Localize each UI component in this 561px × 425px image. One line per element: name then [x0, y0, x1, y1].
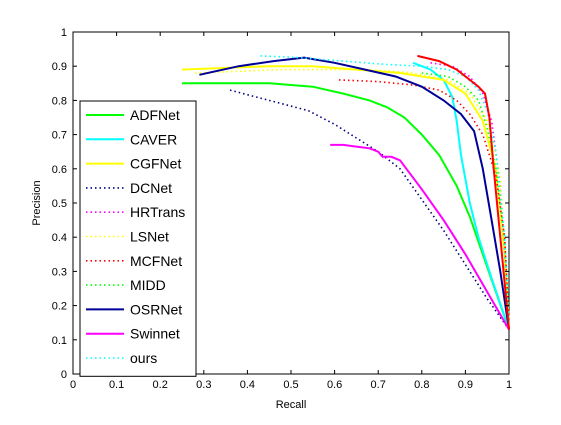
series-line-cgfnet	[181, 65, 510, 330]
series-line-lsnet	[195, 68, 510, 323]
y-tick-label: 0.4	[52, 232, 67, 244]
x-tick-label: 0.7	[371, 379, 386, 391]
x-tick-label: 0.8	[414, 379, 429, 391]
y-tick-label: 0.2	[52, 301, 67, 313]
x-axis-label: Recall	[276, 399, 307, 411]
legend: ADFNet CAVER CGFNet DCNet HRTrans LSNet MCFNet…	[79, 100, 197, 377]
x-tick-label: 0.9	[458, 379, 473, 391]
series-line-osrnet	[199, 56, 510, 330]
x-tick-label: 0.6	[327, 379, 342, 391]
y-tick-label: 0.8	[52, 95, 67, 107]
x-tick-label: 0	[70, 379, 76, 391]
series-line-midd	[421, 72, 510, 323]
y-axis-label: Precision	[31, 180, 43, 225]
legend-label: ours	[130, 350, 157, 366]
x-tick-label: 0.5	[283, 379, 298, 391]
x-tick-label: 0.3	[196, 379, 211, 391]
legend-label: MCFNet	[130, 253, 182, 269]
legend-label: CAVER	[130, 131, 177, 147]
x-tick-label: 0.2	[153, 379, 168, 391]
y-tick-label: 0	[61, 369, 67, 381]
legend-label: MIDD	[130, 277, 166, 293]
y-tick-label: 0.9	[52, 61, 67, 73]
series-line-unlabeled	[417, 54, 510, 330]
series-line-mcfnet	[338, 79, 510, 323]
legend-label: CGFNet	[130, 156, 181, 172]
y-tick-label: 0.7	[52, 130, 67, 142]
series-line-caver	[412, 61, 510, 330]
legend-label: LSNet	[130, 229, 169, 245]
y-tick-label: 0.3	[52, 266, 67, 278]
y-tick-label: 0.6	[52, 164, 67, 176]
series-layer	[181, 54, 510, 331]
x-tick-label: 0.1	[109, 379, 124, 391]
legend-label: DCNet	[130, 180, 172, 196]
legend-label: OSRNet	[130, 301, 182, 317]
y-tick-label: 1	[61, 27, 67, 39]
series-line-swinnet	[330, 143, 510, 331]
legend-label: HRTrans	[130, 204, 185, 220]
y-tick-label: 0.5	[52, 198, 67, 210]
legend-label: Swinnet	[130, 326, 180, 342]
y-tick-label: 0.1	[52, 335, 67, 347]
legend-label: ADFNet	[130, 107, 180, 123]
x-tick-label: 0.4	[240, 379, 255, 391]
x-tick-label: 1	[506, 379, 512, 391]
series-line-adfnet	[182, 82, 510, 330]
legend-box	[79, 100, 197, 377]
